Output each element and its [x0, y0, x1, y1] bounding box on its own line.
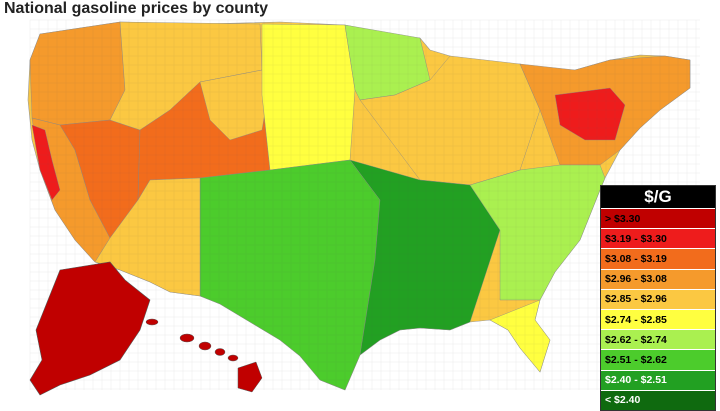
price-legend: $/G > $3.30 $3.19 - $3.30 $3.08 - $3.19 $2.…: [600, 185, 716, 411]
legend-label: $2.85 - $2.96: [601, 289, 715, 309]
great-lakes-region: [359, 55, 541, 186]
map-title: National gasoline prices by county: [4, 0, 269, 17]
county-texture: [29, 19, 700, 390]
new-york-region: [554, 87, 626, 141]
legend-row: $2.85 - $2.96: [601, 288, 715, 309]
legend-row: $2.96 - $3.08: [601, 268, 715, 289]
alaska-region: [29, 261, 151, 396]
legend-label: $3.19 - $3.30: [601, 229, 715, 249]
legend-label: $2.40 - $2.51: [601, 370, 715, 390]
california-coast-region: [31, 124, 61, 201]
legend-label: $2.74 - $2.85: [601, 309, 715, 330]
southeast-region: [469, 164, 606, 301]
legend-label: < $2.40: [601, 390, 715, 410]
legend-row: $2.51 - $2.62: [601, 349, 715, 370]
legend-row: $2.62 - $2.74: [601, 329, 715, 350]
legend-label: $2.96 - $3.08: [601, 269, 715, 289]
legend-label: $3.08 - $3.19: [601, 249, 715, 269]
legend-row: > $3.30: [601, 208, 715, 229]
legend-row: $3.08 - $3.19: [601, 248, 715, 269]
legend-label: > $3.30: [601, 209, 715, 229]
legend-row: < $2.40: [601, 389, 715, 410]
florida-region: [489, 299, 551, 373]
hawaii-region: [179, 333, 263, 393]
legend-unit: $/G: [601, 186, 715, 208]
legend-row: $2.40 - $2.51: [601, 369, 715, 390]
northern-plains-region: [261, 23, 356, 171]
island-dot: [145, 318, 159, 326]
texas-oklahoma-region: [199, 159, 381, 391]
pacific-northwest-region: [29, 21, 126, 126]
legend-row: $2.74 - $2.85: [601, 308, 715, 330]
legend-row: $3.19 - $3.30: [601, 228, 715, 249]
legend-label: $2.62 - $2.74: [601, 330, 715, 350]
legend-label: $2.51 - $2.62: [601, 350, 715, 370]
